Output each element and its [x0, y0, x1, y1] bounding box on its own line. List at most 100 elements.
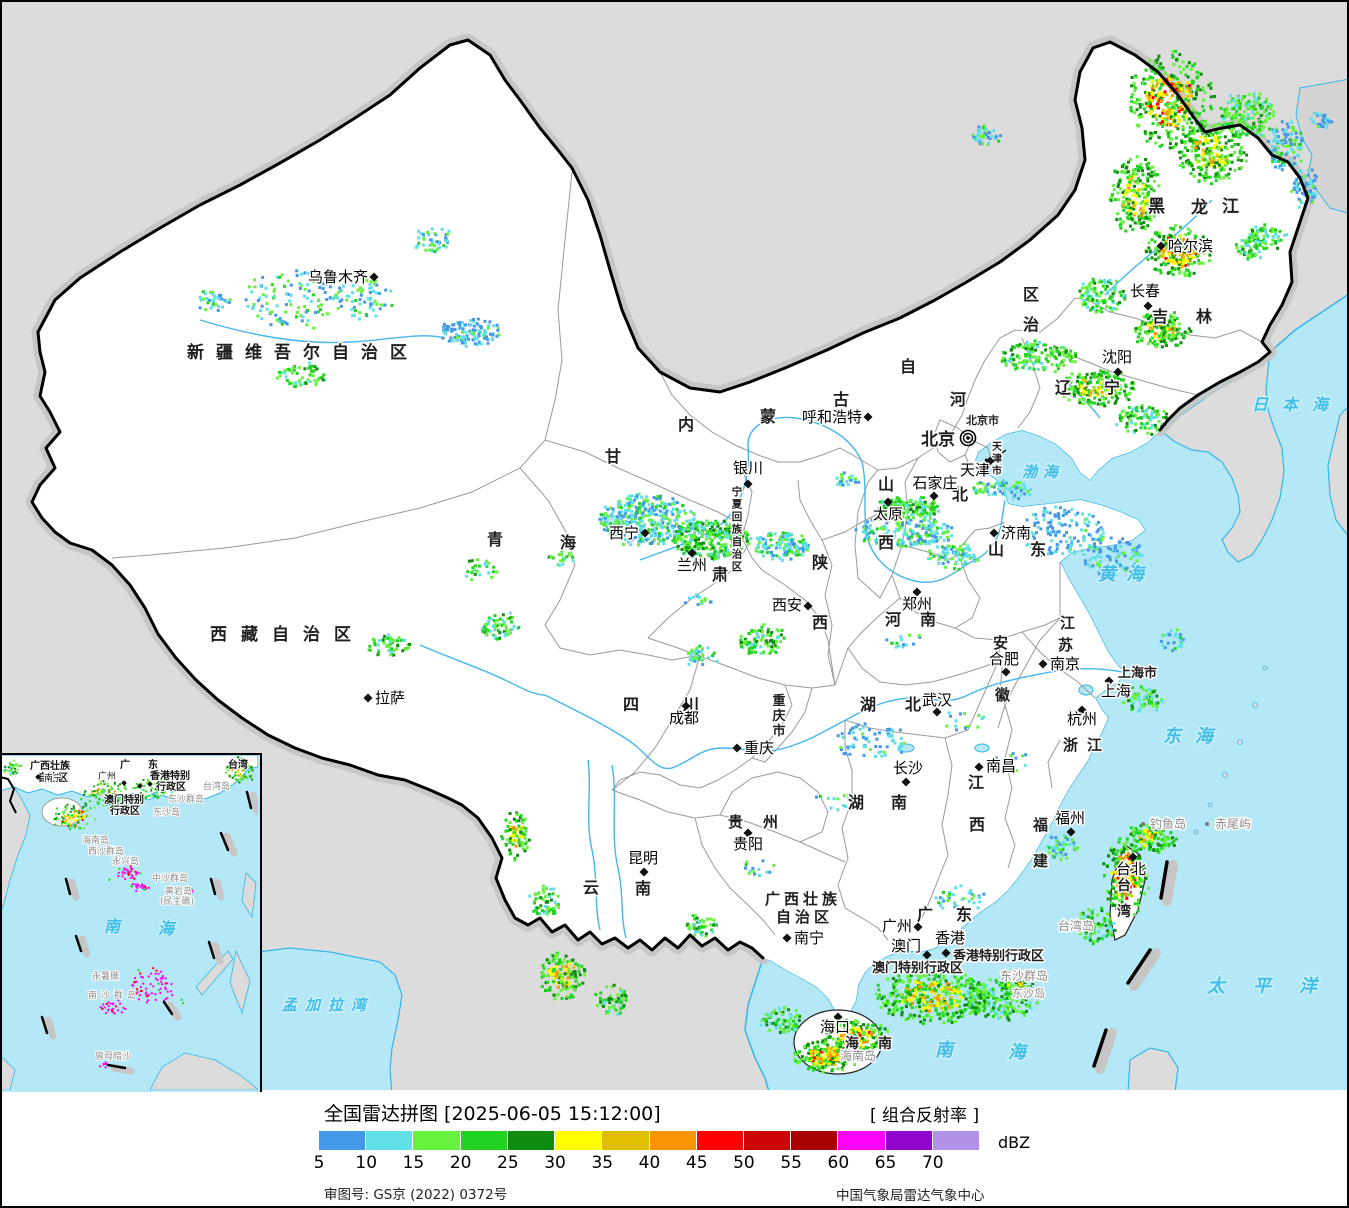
map-approval-number: 审图号: GS京 (2022) 0372号 [324, 1187, 508, 1203]
city-label-重庆: 重庆 [744, 739, 774, 757]
map-label: 南宁 [44, 772, 62, 784]
radar-cluster [995, 752, 1028, 772]
city-diamond-西宁 [640, 528, 650, 538]
city-diamond-杭州 [1077, 705, 1087, 715]
dash-shadow [211, 941, 224, 965]
map-label: 东沙岛 [1012, 986, 1045, 1000]
map-label: 云 [583, 878, 599, 897]
map-label: 广 [917, 905, 933, 924]
map-label: 州 [762, 813, 778, 831]
city-label-南京: 南京 [1050, 655, 1080, 673]
map-label: 孟加拉湾 [282, 996, 374, 1014]
city-diamond-济南 [989, 528, 999, 538]
map-label: 湾 [1117, 903, 1131, 920]
radar-cluster [367, 633, 411, 657]
city-label-呼和浩特: 呼和浩特 [802, 408, 862, 426]
map-label: 自治区 [776, 908, 833, 926]
city-diamond-南宁 [782, 933, 792, 943]
radar-cluster [2, 759, 22, 777]
radar-cluster [1144, 224, 1213, 278]
map-label: 东沙岛 [153, 806, 180, 818]
map-label: 江 [1222, 197, 1239, 217]
city-label-哈尔滨: 哈尔滨 [1168, 237, 1213, 255]
city-label-拉萨: 拉萨 [375, 689, 405, 707]
color-swatch-65 [885, 1131, 932, 1150]
radar-cluster [99, 999, 127, 1015]
city-diamond-成都 [681, 701, 691, 711]
luzon-land [1127, 1047, 1179, 1090]
islet-dot [1141, 822, 1145, 826]
product-label: [ 组合反射率 ] [870, 1106, 980, 1126]
city-diamond-武汉 [932, 707, 942, 717]
radar-echoes [198, 49, 1334, 1074]
radar-cluster [1020, 505, 1105, 557]
dash-shadow [68, 878, 80, 901]
radar-cluster [528, 884, 561, 916]
radar-cluster [972, 479, 1032, 501]
main-map: 新疆维吾尔自治区 西藏自治区青海甘肃内蒙古自治区宁夏回族自治区陕西山西河北山东河南… [0, 0, 1349, 1090]
radar-cluster [684, 593, 713, 606]
islet-dot [1205, 822, 1209, 826]
radar-cluster [1234, 235, 1267, 261]
map-label: 行政区 [109, 804, 140, 817]
city-label-福州: 福州 [1055, 809, 1085, 827]
map-label: 宁 [1104, 378, 1120, 397]
city-label-海口: 海口 [820, 1018, 850, 1036]
radar-cluster [1000, 339, 1077, 373]
map-label: 黄岩岛 [165, 885, 192, 897]
map-label: 海 [158, 919, 177, 938]
legend-panel: 全国雷达拼图 [2025-06-05 15:12:00] [ 组合反射率 ] 5… [0, 1090, 1349, 1208]
dash-segment [162, 1000, 174, 1016]
map-label: 东 [1030, 540, 1046, 559]
map-label: 江 [968, 773, 984, 792]
map-label: 吉 [1152, 307, 1168, 326]
dash-segment [207, 940, 216, 960]
city-label-南宁: 南宁 [794, 929, 824, 947]
map-label: 南沙群岛 [88, 989, 140, 1001]
map-label: 宁夏回族自治区 [731, 485, 743, 573]
color-swatch-30 [555, 1131, 602, 1150]
map-label: 四 [623, 695, 639, 714]
nine-dash-line [1092, 860, 1178, 1074]
tick-label-40: 40 [638, 1153, 661, 1173]
radar-cluster [1059, 369, 1136, 408]
radar-cluster [927, 542, 980, 571]
tick-label-60: 60 [827, 1153, 850, 1173]
inset-borneo [149, 1052, 258, 1090]
color-swatch-70 [932, 1131, 980, 1150]
dash-shadow [78, 935, 91, 958]
color-swatch-20 [460, 1131, 507, 1150]
radar-cluster [198, 290, 232, 312]
map-label: 香港特别 [150, 769, 190, 782]
dash-shadow [44, 1016, 57, 1040]
map-label: 南 [635, 879, 651, 898]
radar-cluster [739, 623, 786, 655]
map-label: 苏 [1058, 636, 1073, 654]
map-label: 海南岛 [840, 1048, 876, 1063]
map-label: 中沙群岛 [152, 872, 188, 884]
inset-radar-echoes [2, 756, 254, 1069]
radar-cluster [80, 780, 129, 810]
city-label-澳门: 澳门 [891, 937, 921, 955]
radar-cluster [187, 888, 194, 894]
radar-cluster [53, 803, 97, 831]
map-label: 青 [487, 530, 503, 549]
dash-shadow [1129, 948, 1161, 991]
map-label: 林 [1196, 307, 1212, 326]
map-label: 广西壮族 [765, 890, 841, 908]
dash-segment [245, 790, 253, 810]
radar-cluster [225, 756, 254, 784]
radar-cluster [414, 227, 451, 253]
city-label-长沙: 长沙 [893, 759, 923, 777]
city-label-西宁: 西宁 [609, 524, 639, 542]
map-label: 自治区 [38, 771, 68, 784]
radar-cluster [441, 317, 501, 348]
color-swatch-5 [319, 1131, 366, 1150]
radar-cluster [792, 1039, 860, 1074]
radar-cluster [759, 1006, 802, 1034]
city-label-沈阳: 沈阳 [1102, 348, 1132, 366]
inset-city-dot [137, 783, 143, 789]
